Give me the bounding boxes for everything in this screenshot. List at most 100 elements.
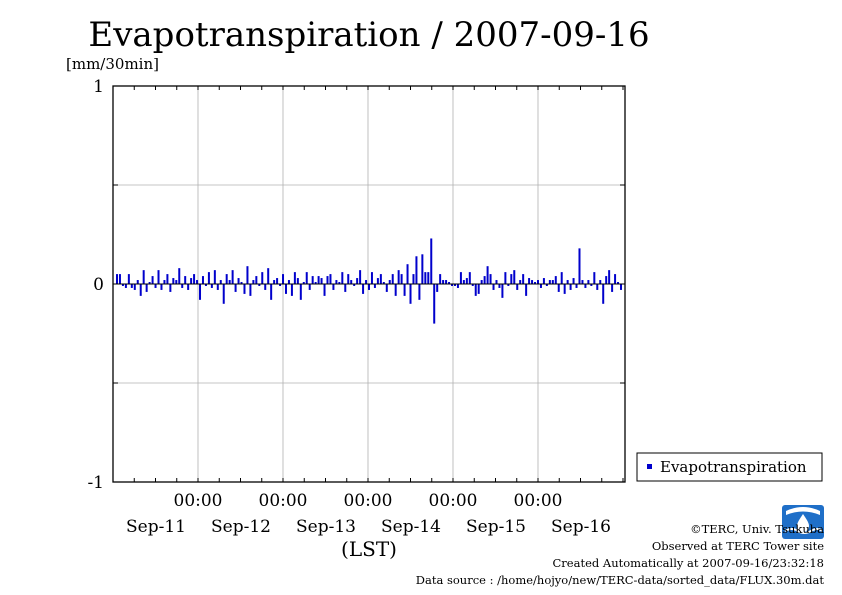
legend-box: [636, 452, 823, 482]
bar: [240, 282, 243, 284]
bar: [545, 284, 548, 286]
bar: [385, 284, 388, 292]
bar: [602, 284, 605, 304]
bar: [293, 272, 296, 284]
terc-logo-icon: [782, 505, 824, 539]
credit-data-source: Data source : /home/hojyo/new/TERC-data/…: [415, 573, 824, 587]
bar: [465, 278, 468, 284]
bar: [228, 280, 231, 284]
bar: [353, 284, 356, 286]
bar: [356, 278, 359, 284]
bar: [255, 276, 258, 284]
legend: Evapotranspiration: [636, 452, 823, 482]
bar: [391, 274, 394, 284]
bar: [160, 284, 163, 290]
bar: [234, 284, 237, 292]
bar: [287, 280, 290, 284]
x-date-label: Sep-13: [296, 517, 356, 537]
bar: [145, 284, 148, 292]
bar: [483, 276, 486, 284]
x-date-label: Sep-15: [466, 517, 526, 537]
bar: [614, 274, 617, 284]
bar: [237, 278, 240, 284]
bar: [539, 284, 542, 288]
bar: [445, 280, 448, 284]
bar: [190, 278, 193, 284]
bar: [139, 284, 142, 296]
bar: [282, 274, 285, 284]
bar: [193, 274, 196, 284]
bar: [362, 284, 365, 294]
bar: [519, 280, 522, 284]
chart-title: Evapotranspiration / 2007-09-16: [88, 15, 649, 55]
bar: [394, 284, 397, 296]
bar: [453, 284, 456, 286]
bar: [196, 280, 199, 284]
bar: [317, 276, 320, 284]
bar: [323, 284, 326, 296]
bar: [308, 284, 311, 290]
bar: [388, 280, 391, 284]
legend-marker: [647, 464, 652, 469]
bar: [142, 270, 145, 284]
bar: [451, 284, 454, 286]
bar: [326, 276, 329, 284]
bar: [344, 284, 347, 292]
legend-label: Evapotranspiration: [660, 458, 807, 476]
credit-created-timestamp: Created Automatically at 2007-09-16/23:3…: [552, 556, 825, 570]
bar: [492, 284, 495, 290]
bar: [124, 284, 127, 288]
bar: [246, 266, 249, 284]
bar: [596, 284, 599, 290]
bar: [456, 284, 459, 288]
terc-logo: [782, 505, 824, 539]
bar: [442, 280, 445, 284]
bar: [486, 266, 489, 284]
bar: [341, 272, 344, 284]
bar: [495, 280, 498, 284]
bar: [403, 284, 406, 296]
bar: [350, 280, 353, 284]
bar: [249, 284, 252, 296]
bar: [163, 280, 166, 284]
bar: [279, 284, 282, 286]
bar: [305, 272, 308, 284]
bar: [501, 284, 504, 298]
bar: [314, 282, 317, 284]
x-axis-label: (LST): [341, 537, 397, 561]
bar: [397, 270, 400, 284]
bar: [347, 274, 350, 284]
bar: [199, 284, 202, 300]
x-time-tick-label: 00:00: [429, 491, 478, 511]
bar: [557, 284, 560, 292]
bar: [554, 276, 557, 284]
bar: [430, 238, 433, 284]
bar: [569, 284, 572, 290]
x-time-tick-label: 00:00: [174, 491, 223, 511]
bar: [412, 274, 415, 284]
bar: [207, 272, 210, 284]
bar: [560, 272, 563, 284]
bar: [267, 268, 270, 284]
bar: [243, 284, 246, 294]
bar: [572, 278, 575, 284]
bar: [338, 282, 341, 284]
bar: [148, 282, 151, 284]
bar: [365, 280, 368, 284]
bar: [415, 256, 418, 284]
x-date-label: Sep-12: [211, 517, 271, 537]
bar: [608, 270, 611, 284]
bar: [468, 272, 471, 284]
bar: [181, 284, 184, 288]
bar: [421, 254, 424, 284]
bar: [222, 284, 225, 304]
bar: [516, 284, 519, 290]
bar: [261, 272, 264, 284]
x-date-label: Sep-11: [126, 517, 186, 537]
bar: [204, 284, 207, 286]
bar: [498, 284, 501, 288]
bar: [507, 284, 510, 286]
bar: [406, 264, 409, 284]
bar: [166, 274, 169, 284]
bar: [382, 282, 385, 284]
